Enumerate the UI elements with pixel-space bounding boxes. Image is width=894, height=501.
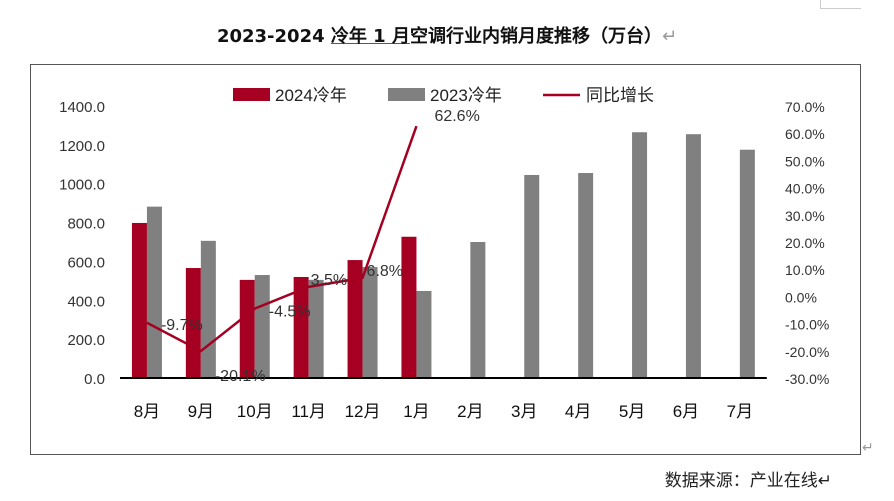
- left-axis-tick: 0.0: [84, 371, 105, 388]
- right-axis-tick: 50.0%: [785, 153, 825, 169]
- right-axis-tick: -10.0%: [785, 317, 829, 333]
- bar-2024: [293, 276, 309, 378]
- chart-title: 2023-2024 冷年 1 月空调行业内销月度推移（万台）↵: [0, 22, 894, 48]
- bar-2024: [401, 236, 417, 378]
- bar-2023: [524, 174, 540, 378]
- x-axis-tick: 1月: [403, 402, 429, 421]
- right-axis-tick: 30.0%: [785, 208, 825, 224]
- left-axis-tick: 400.0: [67, 293, 105, 310]
- legend-swatch-2024: [233, 88, 270, 101]
- left-axis-tick: 1000.0: [59, 177, 105, 194]
- title-underlined: 冷年 1 月: [330, 26, 410, 47]
- source-note: 数据来源：产业在线↵: [664, 471, 832, 491]
- x-axis-tick: 5月: [619, 402, 645, 421]
- bar-2023: [200, 240, 216, 378]
- right-axis-tick: 0.0%: [785, 289, 817, 305]
- bar-2023: [146, 206, 162, 378]
- x-axis-tick: 7月: [727, 402, 753, 421]
- growth-data-label: 62.6%: [434, 108, 479, 125]
- x-axis-tick: 8月: [134, 402, 160, 421]
- legend-label-growth: 同比增长: [586, 86, 654, 105]
- right-axis-tick: 20.0%: [785, 235, 825, 251]
- bar-2023: [416, 290, 432, 378]
- x-axis-tick: 6月: [673, 402, 699, 421]
- x-axis-tick: 4月: [565, 402, 591, 421]
- x-axis-tick: 11月: [291, 402, 326, 421]
- left-axis-tick: 600.0: [67, 254, 105, 271]
- x-axis-tick: 12月: [345, 402, 381, 421]
- legend-label-2023: 2023冷年: [430, 86, 502, 105]
- left-axis-tick: 200.0: [67, 332, 105, 349]
- bar-2024: [347, 260, 363, 378]
- growth-data-label: -4.5%: [269, 304, 311, 321]
- bar-2024: [131, 222, 147, 378]
- x-axis-tick: 10月: [237, 402, 273, 421]
- return-mark-icon: ↵: [862, 440, 874, 456]
- page-corner-marker: [820, 0, 861, 9]
- title-suffix: 空调行业内销月度推移（万台）: [409, 26, 662, 47]
- x-axis-tick: 9月: [188, 402, 214, 421]
- right-axis-tick: -30.0%: [785, 371, 829, 387]
- bar-2024: [239, 279, 255, 378]
- x-axis-tick: 2月: [457, 402, 483, 421]
- growth-data-label: 3.5%: [311, 272, 347, 289]
- return-mark: ↵: [661, 26, 678, 47]
- growth-data-label: -9.7%: [161, 317, 203, 334]
- bar-2023: [254, 275, 270, 378]
- x-axis-tick: 3月: [511, 402, 537, 421]
- bar-2023: [685, 134, 701, 378]
- bar-2023: [578, 173, 594, 378]
- right-axis-tick: 70.0%: [785, 99, 825, 115]
- growth-data-label: 6.8%: [367, 263, 403, 280]
- bar-2023: [632, 132, 648, 378]
- bar-2023: [470, 242, 486, 378]
- bar-2023: [739, 149, 755, 378]
- bar-2023: [308, 279, 324, 378]
- growth-data-label: -20.1%: [215, 368, 266, 385]
- right-axis-tick: 10.0%: [785, 262, 825, 278]
- chart-frame: [30, 64, 861, 455]
- right-axis-tick: 60.0%: [785, 126, 825, 142]
- growth-line: [146, 125, 418, 353]
- legend-swatch-2023: [388, 88, 425, 101]
- left-axis-tick: 1200.0: [59, 138, 105, 155]
- left-axis-tick: 1400.0: [59, 99, 105, 116]
- bar-2023: [362, 267, 378, 378]
- left-axis-tick: 800.0: [67, 216, 105, 233]
- right-axis-tick: 40.0%: [785, 181, 825, 197]
- title-prefix: 2023-2024: [216, 26, 331, 47]
- right-axis-tick: -20.0%: [785, 344, 829, 360]
- legend-label-2024: 2024冷年: [275, 86, 347, 105]
